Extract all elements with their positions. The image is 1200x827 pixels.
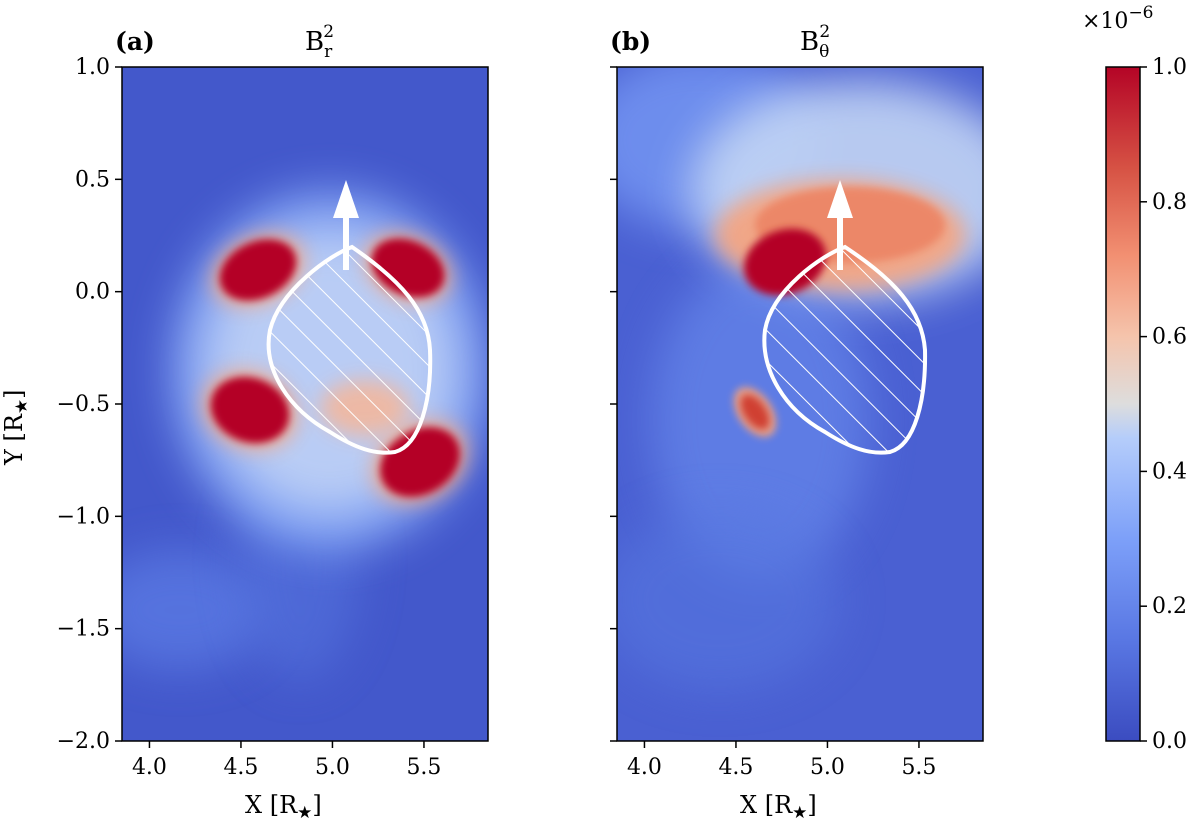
panel-a-ylabel: Y [R★] [0,389,32,466]
panel-a-ytick-label: −2.0 [57,729,110,754]
panel-a-ytick-label: 0.0 [75,280,110,305]
panel-a-y-axis: 1.0 0.5 0.0 −0.5 −1.0 −1.5 −2.0 [57,55,122,754]
panel-b-xtick-label: 5.0 [810,755,845,780]
colorbar-tick-label: 0.8 [1152,190,1187,215]
colorbar-tick-label: 0.6 [1152,325,1187,350]
colorbar-gradient [1105,66,1141,742]
colorbar-ticks: 1.0 0.8 0.6 0.4 0.2 0.0 [1140,55,1187,754]
colorbar-tick-label: 1.0 [1152,55,1187,80]
colorbar-tick-label: 0.4 [1152,459,1187,484]
panel-a-heatmap [122,67,488,741]
panel-a-ytick-label: −1.5 [57,617,110,642]
panel-b-obstacle [762,244,928,455]
panel-a-ytick-label: 0.5 [75,167,110,192]
panel-a-x-axis: 4.0 4.5 5.0 5.5 [132,741,441,780]
panel-a: 1.0 0.5 0.0 −0.5 −1.0 −1.5 −2.0 4.0 4.5 5.0 5.5 (… [0,22,489,823]
panel-a-ytick-label: −0.5 [57,392,110,417]
panel-a-ytick-label: 1.0 [75,55,110,80]
panel-a-xtick-label: 5.0 [315,755,350,780]
colorbar-tick-label: 0.2 [1152,594,1187,619]
panel-a-label: (a) [115,27,155,56]
panel-b-arc [715,180,965,296]
panel-b-title: Bθ2 [800,22,830,62]
panel-b-label: (b) [610,27,651,56]
panel-b-xtick-label: 4.0 [627,755,662,780]
panel-b-xlabel: X [R★] [740,791,817,823]
panel-a-arrow [333,180,359,270]
panel-b-x-axis: 4.0 4.5 5.0 5.5 [627,741,936,780]
panel-a-obstacle [266,244,433,455]
panel-b-arrow [827,180,853,270]
panel-b-heatmap [617,67,983,741]
colorbar-multiplier: ×10−6 [1082,3,1154,34]
panel-a-ytick-label: −1.0 [57,504,110,529]
panel-b-xtick-label: 5.5 [901,755,936,780]
panel-a-xtick-label: 4.0 [132,755,167,780]
panel-b: 4.0 4.5 5.0 5.5 (b) Bθ2 X [R★] [610,22,984,823]
colorbar-tick-label: 0.0 [1152,729,1187,754]
panel-a-xtick-label: 4.5 [223,755,258,780]
panel-b-xtick-label: 4.5 [718,755,753,780]
colorbar: 1.0 0.8 0.6 0.4 0.2 0.0 ×10−6 [1082,3,1187,754]
panel-b-y-axis [610,66,617,742]
panel-a-title: Br2 [305,22,334,62]
panel-a-xtick-label: 5.5 [406,755,441,780]
panel-a-xlabel: X [R★] [245,791,322,823]
